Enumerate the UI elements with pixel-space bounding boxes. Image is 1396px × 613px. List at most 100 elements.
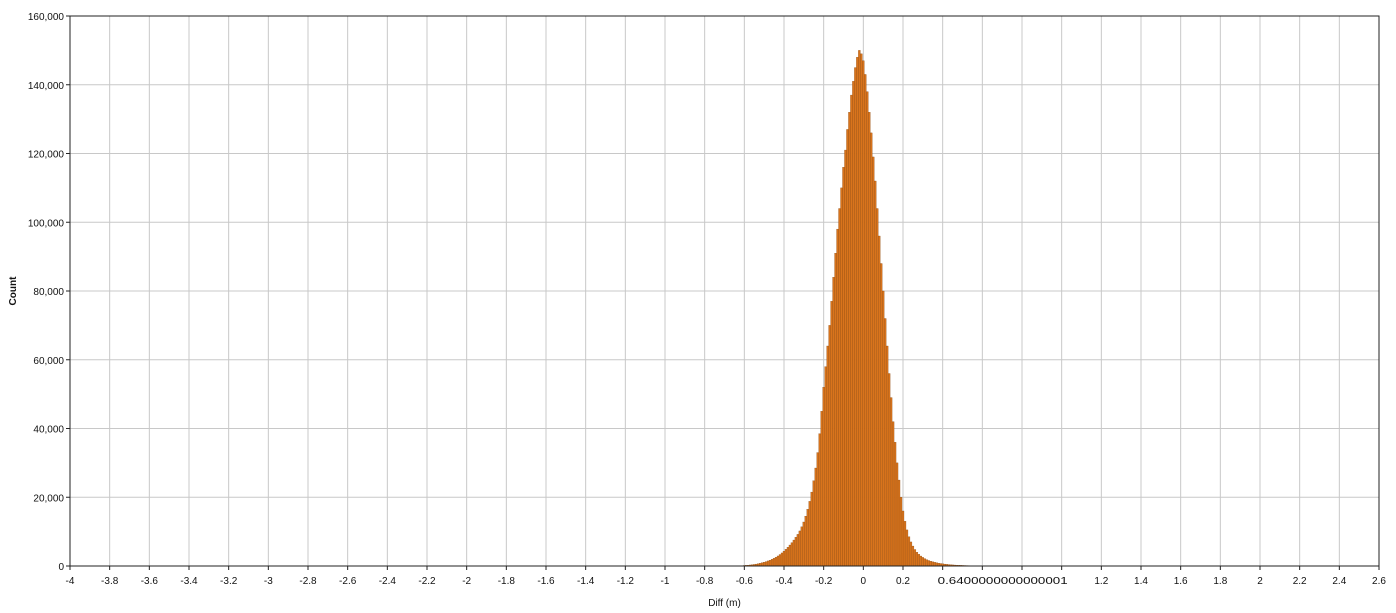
histogram-bar — [866, 91, 869, 567]
histogram-bar — [824, 366, 827, 567]
y-tick-label: 80,000 — [33, 287, 64, 298]
x-tick-label: 2.6 — [1372, 576, 1386, 587]
x-tick-label: -3.8 — [101, 576, 119, 587]
x-tick-label: 2.4 — [1332, 576, 1346, 587]
x-tick-label: 2 — [1257, 576, 1263, 587]
histogram-bar — [933, 562, 936, 567]
histogram-bars — [743, 50, 984, 567]
histogram-bar — [895, 462, 899, 567]
histogram-bar — [832, 277, 835, 567]
histogram-bar — [816, 452, 819, 567]
histogram-bar — [856, 57, 859, 567]
histogram-bar — [882, 290, 885, 567]
histogram-bar — [903, 521, 907, 567]
x-tick-label: -2.8 — [299, 576, 317, 587]
histogram-bar — [834, 253, 837, 567]
histogram-bar — [804, 516, 807, 567]
x-axis-tick-labels: -4 -3.8 -3.6 -3.4 -3.2 -3 -2.8 -2.6 -2.4 -2.2 -2 -1… — [66, 566, 1386, 587]
x-tick-label: 1.8 — [1213, 576, 1227, 587]
histogram-bar — [911, 545, 915, 567]
x-tick-label: -1.8 — [498, 576, 516, 587]
histogram-bar — [842, 167, 845, 567]
y-tick-label: 60,000 — [33, 356, 64, 367]
x-tick-label: 1.6 — [1174, 576, 1188, 587]
histogram-bar — [870, 132, 873, 567]
histogram-bar — [800, 526, 803, 567]
histogram-bar — [891, 421, 895, 567]
histogram-bar — [909, 541, 913, 567]
histogram-bar — [878, 235, 881, 567]
histogram-bar — [770, 559, 774, 567]
x-tick-label: 0 — [861, 576, 867, 587]
histogram-bar — [766, 560, 770, 567]
histogram-bar — [905, 529, 909, 567]
x-tick-label: -1.6 — [537, 576, 555, 587]
x-tick-label: -2.6 — [339, 576, 357, 587]
histogram-bar — [774, 557, 778, 567]
x-tick-label: -1.2 — [617, 576, 635, 587]
histogram-bar — [850, 94, 853, 567]
histogram-bar — [915, 552, 919, 567]
histogram-bar — [925, 559, 928, 567]
y-tick-label: 100,000 — [28, 218, 65, 229]
histogram-bar — [826, 345, 829, 567]
x-tick-label: 2.2 — [1293, 576, 1307, 587]
histogram-bar — [844, 149, 847, 567]
histogram-bar — [818, 433, 821, 567]
y-tick-label: 40,000 — [33, 425, 64, 436]
histogram-bar — [782, 551, 786, 567]
histogram-bar — [923, 558, 926, 567]
x-tick-label: -0.4 — [775, 576, 793, 587]
histogram-bar — [858, 50, 861, 567]
histogram-bar — [921, 557, 924, 567]
histogram-bar — [796, 534, 800, 567]
x-axis-title: Diff (m) — [708, 598, 741, 609]
x-tick-label: -0.2 — [815, 576, 833, 587]
histogram-bar — [792, 539, 796, 567]
histogram-bar — [913, 549, 917, 567]
histogram-bar — [889, 397, 893, 567]
x-tick-label: -2 — [462, 576, 471, 587]
x-tick-label: -2.4 — [379, 576, 397, 587]
y-tick-label: 120,000 — [28, 150, 65, 161]
histogram-bar — [901, 510, 905, 567]
histogram-bar — [810, 491, 813, 567]
y-tick-label: 140,000 — [28, 81, 65, 92]
histogram-bar — [780, 552, 784, 567]
histogram-bar — [862, 60, 865, 567]
histogram-bar — [812, 480, 815, 567]
histogram-bar — [876, 208, 879, 567]
histogram-bar — [778, 554, 782, 567]
histogram-bar — [868, 112, 871, 567]
x-tick-label-overlap: 0.6400000000000001 — [938, 576, 1069, 587]
histogram-bar — [931, 561, 934, 567]
histogram-bar — [798, 530, 802, 567]
histogram-bar — [784, 549, 788, 567]
x-tick-label: -4 — [66, 576, 75, 587]
histogram-bar — [763, 562, 766, 567]
x-tick-label: -0.6 — [736, 576, 754, 587]
histogram-bar — [852, 81, 855, 567]
histogram-bar — [885, 345, 889, 567]
histogram-bar — [884, 318, 887, 567]
histogram-bar — [897, 479, 901, 567]
x-tick-label: -1.4 — [577, 576, 595, 587]
histogram-bar — [776, 555, 780, 567]
histogram-bar — [854, 67, 857, 567]
histogram-bar — [929, 561, 932, 567]
histogram-bar — [828, 325, 831, 567]
histogram-bar — [872, 156, 875, 567]
histogram-bar — [899, 497, 903, 567]
histogram-bar — [830, 301, 833, 567]
grid-lines — [69, 15, 1380, 567]
histogram-bar — [893, 442, 897, 567]
histogram-bar — [838, 208, 841, 567]
histogram-bar — [808, 501, 811, 567]
histogram-bar — [907, 536, 911, 567]
histogram-bar — [860, 53, 863, 567]
histogram-bar — [880, 263, 883, 567]
histogram-bar — [848, 112, 851, 567]
x-tick-label: 1.2 — [1094, 576, 1108, 587]
y-axis-title: Count — [8, 276, 19, 306]
histogram-bar — [790, 542, 794, 567]
